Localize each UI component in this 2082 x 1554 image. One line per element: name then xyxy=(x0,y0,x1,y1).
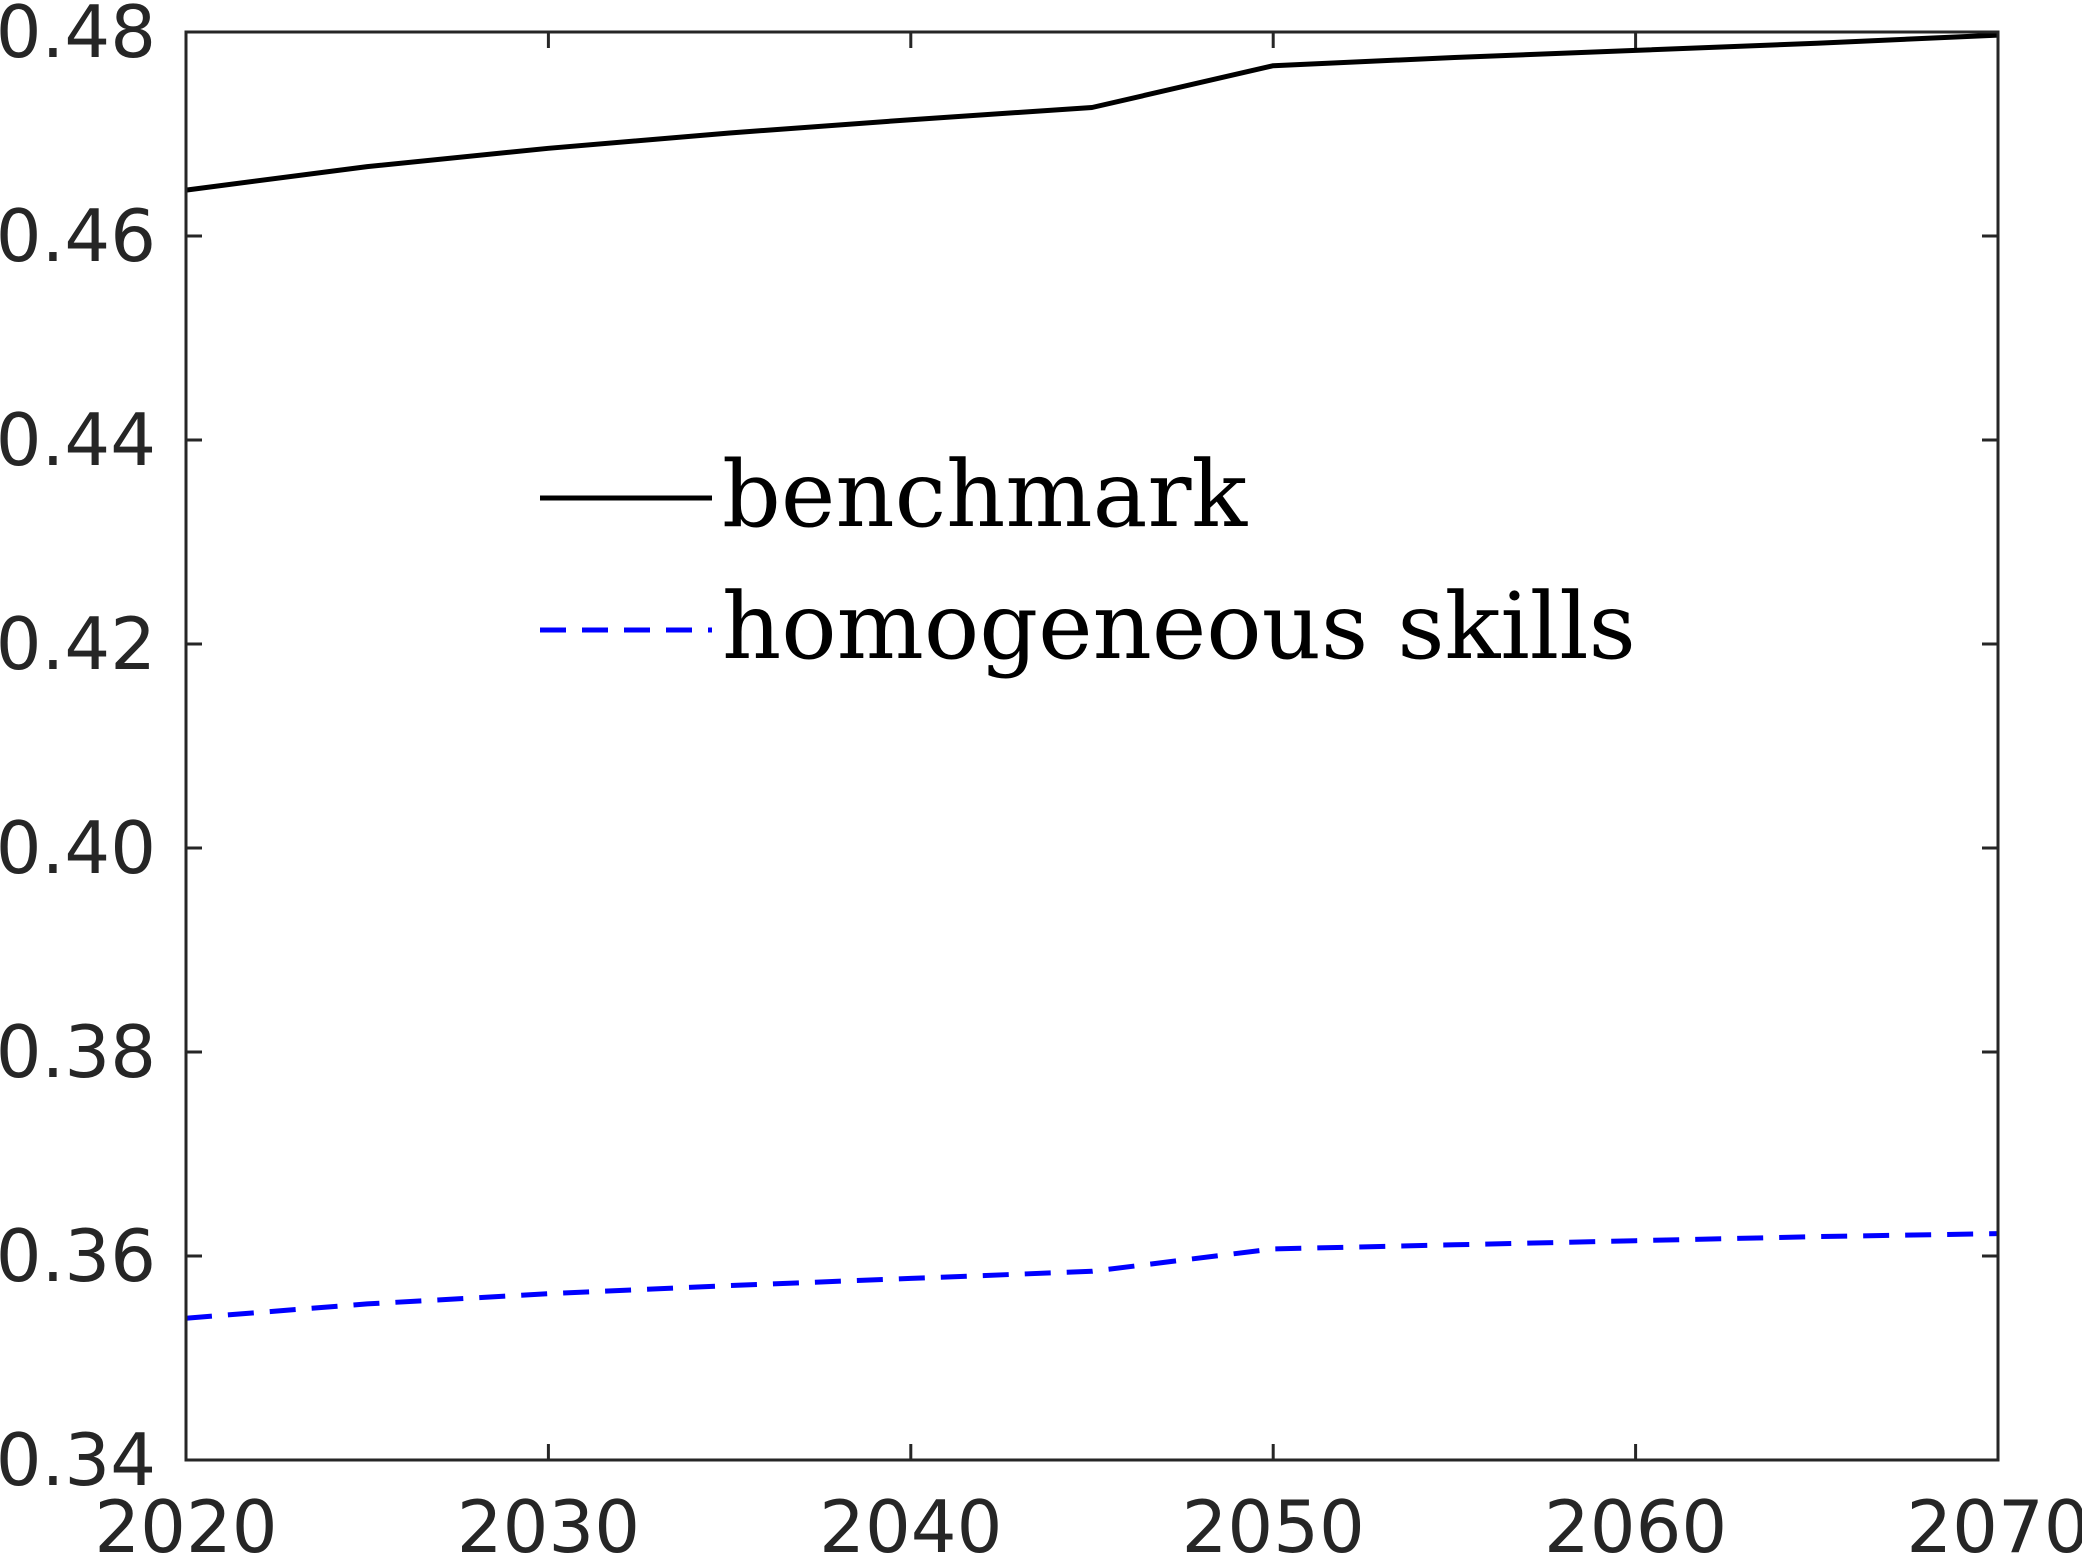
x-tick-label: 2050 xyxy=(1182,1485,1365,1554)
series-line-homogeneous-skills xyxy=(185,1231,1999,1321)
plot-background xyxy=(186,32,1998,1460)
legend-label: homogeneous skills xyxy=(722,573,1636,680)
y-tick-label: 0.36 xyxy=(0,1214,156,1298)
series-line-benchmark xyxy=(185,32,1999,193)
legend-label: benchmark xyxy=(722,441,1248,548)
series-lines xyxy=(185,32,1999,1321)
y-tick-label: 0.34 xyxy=(0,1418,156,1502)
y-tick-label: 0.40 xyxy=(0,806,156,890)
plot-frame xyxy=(184,30,2000,1462)
legend: benchmark homogeneous skills xyxy=(540,441,1636,680)
x-tick-label: 2060 xyxy=(1544,1485,1727,1554)
x-tick-label: 2030 xyxy=(457,1485,640,1554)
y-tick-label: 0.46 xyxy=(0,194,156,278)
x-tick-label: 2040 xyxy=(819,1485,1002,1554)
y-tick-label: 0.38 xyxy=(0,1010,156,1094)
y-tick-label: 0.44 xyxy=(0,398,156,482)
x-tick-label: 2070 xyxy=(1906,1485,2082,1554)
y-tick-label: 0.42 xyxy=(0,602,156,686)
y-tick-label: 0.48 xyxy=(0,0,156,74)
x-tick-label: 2020 xyxy=(94,1485,277,1554)
